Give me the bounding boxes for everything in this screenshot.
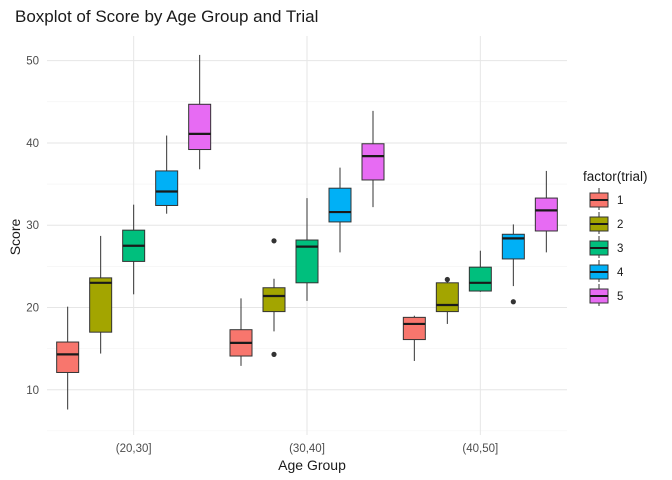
box bbox=[155, 170, 179, 206]
outlier-point bbox=[510, 299, 516, 305]
legend-item: 1 bbox=[589, 188, 623, 210]
box-group bbox=[468, 250, 492, 292]
box-group bbox=[155, 135, 179, 214]
box bbox=[295, 239, 319, 284]
y-tick-label: 10 bbox=[26, 385, 39, 397]
box bbox=[328, 187, 352, 223]
outlier-point bbox=[271, 238, 277, 244]
box bbox=[402, 316, 426, 341]
x-axis-ticks: (20,30] (30,40] (40,50] bbox=[116, 443, 498, 455]
legend-label: 2 bbox=[617, 219, 623, 231]
legend-item: 3 bbox=[589, 236, 623, 258]
box-group bbox=[295, 198, 319, 301]
legend-item: 4 bbox=[589, 260, 624, 282]
box bbox=[468, 266, 492, 292]
legend-label: 3 bbox=[617, 243, 623, 255]
box bbox=[188, 103, 212, 151]
box-group bbox=[262, 238, 286, 357]
legend-item: 5 bbox=[589, 284, 623, 306]
y-tick-label: 20 bbox=[26, 302, 39, 314]
legend: factor(trial) 1 2 3 4 5 bbox=[583, 169, 648, 306]
x-tick-label: (30,40] bbox=[289, 443, 325, 455]
box-group bbox=[56, 306, 80, 410]
x-axis-title: Age Group bbox=[278, 457, 346, 473]
y-axis-ticks: 10 20 30 40 50 bbox=[26, 56, 39, 397]
y-tick-label: 40 bbox=[26, 138, 39, 150]
box bbox=[534, 197, 558, 232]
grid bbox=[47, 36, 567, 435]
legend-label: 5 bbox=[617, 291, 623, 303]
boxes bbox=[56, 54, 558, 410]
outlier-point bbox=[271, 351, 277, 357]
box-group bbox=[328, 167, 352, 253]
legend-label: 4 bbox=[617, 267, 624, 279]
outlier-point bbox=[444, 276, 450, 283]
box bbox=[56, 341, 80, 373]
box-group bbox=[402, 315, 426, 361]
box-group bbox=[501, 224, 525, 305]
y-tick-label: 50 bbox=[26, 56, 39, 68]
box-group bbox=[188, 54, 212, 170]
legend-title: factor(trial) bbox=[583, 169, 648, 184]
box bbox=[435, 282, 459, 313]
box-group bbox=[229, 298, 253, 366]
box-group bbox=[361, 110, 385, 208]
box bbox=[361, 143, 385, 181]
y-axis-title: Score bbox=[7, 219, 23, 256]
box bbox=[89, 277, 113, 333]
box bbox=[262, 287, 286, 313]
x-tick-label: (20,30] bbox=[116, 443, 152, 455]
box-group bbox=[534, 170, 558, 253]
legend-item: 2 bbox=[589, 212, 623, 234]
y-tick-label: 30 bbox=[26, 220, 39, 232]
box-group bbox=[122, 204, 146, 295]
box-group bbox=[89, 235, 113, 354]
legend-label: 1 bbox=[617, 195, 623, 207]
box-group bbox=[435, 276, 459, 324]
x-tick-label: (40,50] bbox=[462, 443, 498, 455]
chart-title: Boxplot of Score by Age Group and Trial bbox=[15, 7, 318, 26]
box bbox=[501, 233, 525, 260]
